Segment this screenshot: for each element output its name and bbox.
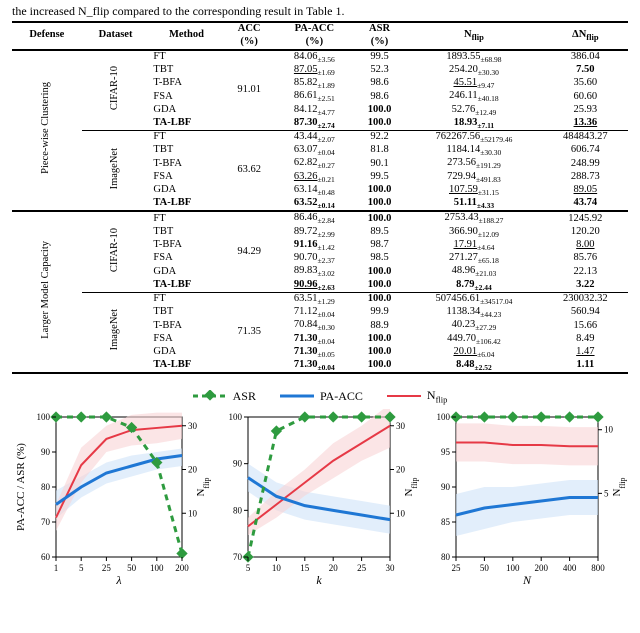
svg-text:100: 100 — [37, 412, 51, 422]
svg-text:100: 100 — [437, 412, 451, 422]
svg-text:Nflip: Nflip — [611, 477, 627, 496]
svg-text:90: 90 — [233, 458, 243, 468]
chart-n: 25 50 100 200 400 800 N 80 85 90 95 100 5 10 Nflip — [428, 409, 628, 587]
svg-text:800: 800 — [591, 563, 605, 573]
svg-text:100: 100 — [506, 563, 520, 573]
svg-text:30: 30 — [188, 420, 198, 430]
col-paacc: PA-ACC — [275, 22, 354, 36]
svg-text:20: 20 — [329, 563, 339, 573]
col-paacc-unit: (%) — [275, 36, 354, 50]
chart-lambda: 1 5 25 50 100 200 λ 60 70 80 90 100 10 20 30 PA-ACC / A… — [12, 409, 212, 587]
svg-text:70: 70 — [41, 517, 51, 527]
svg-text:5: 5 — [604, 488, 609, 498]
svg-text:90: 90 — [441, 482, 451, 492]
table-caption: the increased N_flip compared to the cor… — [12, 4, 628, 19]
col-acc-unit: (%) — [224, 36, 275, 50]
svg-text:30: 30 — [386, 563, 396, 573]
svg-text:200: 200 — [534, 563, 548, 573]
svg-text:10: 10 — [604, 424, 614, 434]
caption-text: the increased N_flip compared to the cor… — [12, 4, 345, 18]
svg-text:10: 10 — [272, 563, 282, 573]
svg-text:25: 25 — [357, 563, 367, 573]
results-table: Defense Dataset Method ACC PA-ACC ASR Nf… — [12, 21, 628, 374]
svg-text:80: 80 — [233, 505, 243, 515]
svg-text:85: 85 — [441, 517, 451, 527]
col-dataset: Dataset — [82, 22, 150, 50]
svg-text:10: 10 — [396, 508, 406, 518]
svg-text:50: 50 — [127, 563, 137, 573]
svg-text:200: 200 — [175, 563, 189, 573]
svg-text:100: 100 — [229, 412, 243, 422]
svg-text:20: 20 — [396, 464, 406, 474]
svg-text:60: 60 — [41, 552, 51, 562]
charts-region: ASR PA-ACC Nflip 152550100200λ6070809010… — [12, 388, 628, 586]
svg-text:λ: λ — [115, 573, 121, 587]
legend-nflip: Nflip — [387, 388, 447, 404]
svg-text:k: k — [316, 573, 322, 587]
svg-text:25: 25 — [452, 563, 462, 573]
svg-text:25: 25 — [102, 563, 112, 573]
svg-text:15: 15 — [300, 563, 310, 573]
svg-text:5: 5 — [246, 563, 251, 573]
svg-text:Nflip: Nflip — [403, 477, 419, 496]
col-asr-unit: (%) — [354, 36, 405, 50]
col-asr: ASR — [354, 22, 405, 36]
col-method: Method — [149, 22, 223, 50]
chart-k: 5 10 15 20 25 30 k 70 80 90 100 10 20 30 Nflip — [220, 409, 420, 587]
svg-text:1: 1 — [54, 563, 59, 573]
col-dnflip: ΔNflip — [543, 22, 628, 50]
svg-text:PA-ACC / ASR (%): PA-ACC / ASR (%) — [15, 442, 27, 530]
svg-text:10: 10 — [188, 508, 198, 518]
svg-text:N: N — [522, 573, 532, 587]
svg-text:100: 100 — [150, 563, 164, 573]
svg-text:5: 5 — [79, 563, 84, 573]
svg-text:20: 20 — [188, 464, 198, 474]
svg-text:95: 95 — [441, 447, 451, 457]
col-nflip: Nflip — [405, 22, 543, 50]
svg-text:50: 50 — [480, 563, 490, 573]
svg-text:80: 80 — [41, 482, 51, 492]
legend-paacc: PA-ACC — [280, 388, 363, 404]
svg-text:70: 70 — [233, 552, 243, 562]
svg-text:30: 30 — [396, 420, 406, 430]
chart-legend: ASR PA-ACC Nflip — [193, 388, 448, 404]
col-defense: Defense — [12, 22, 82, 50]
svg-text:80: 80 — [441, 552, 451, 562]
svg-text:400: 400 — [563, 563, 577, 573]
svg-text:90: 90 — [41, 447, 51, 457]
col-acc: ACC — [224, 22, 275, 36]
legend-asr: ASR — [193, 388, 256, 404]
svg-text:Nflip: Nflip — [195, 477, 211, 496]
